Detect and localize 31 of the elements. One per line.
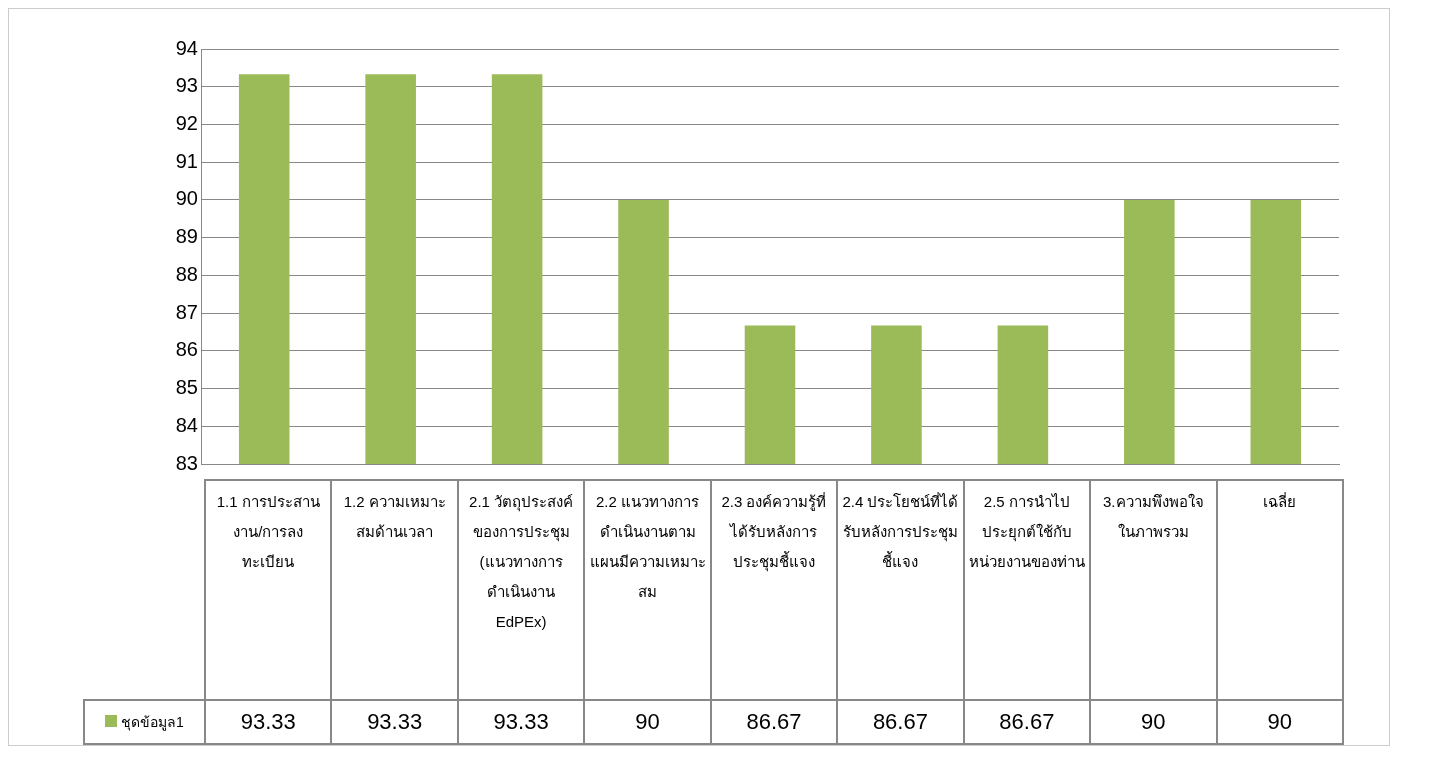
y-tick-label: 84: [175, 413, 198, 436]
x-tick-label: 2.1 วัตถุประสงค์ของการประชุม (แนวทางการดำเนินงาน EdPEx): [469, 493, 574, 630]
x-tick-label: 2.3 องค์ความรู้ที่ได้รับหลังการประชุมชี้แจง: [721, 493, 827, 570]
x-tick-label: 2.2 แนวทางการดำเนินงานตามแผนมีความเหมาะสม: [589, 493, 706, 600]
data-label: 93.33: [457, 700, 585, 744]
data-label: 86.67: [710, 700, 838, 744]
y-tick-label: 87: [175, 300, 198, 323]
x-tick-label: 1.2 ความเหมาะสมด้านเวลา: [343, 493, 446, 540]
y-tick-label: 86: [175, 338, 198, 361]
y-tick-label: 91: [175, 149, 198, 172]
data-label: 93.33: [205, 700, 332, 744]
legend-label: ชุดข้อมูล1: [121, 714, 184, 730]
y-tick-label: 89: [175, 225, 198, 248]
x-tick-label: เฉลี่ย: [1263, 493, 1297, 510]
y-tick-label: 85: [175, 376, 198, 399]
y-tick-label: 88: [175, 262, 198, 285]
data-label: 86.67: [963, 700, 1091, 744]
x-tick-label: 1.1 การประสานงาน/การลงทะเบียน: [216, 493, 320, 570]
y-tick-label: 94: [175, 36, 198, 59]
y-tick-label: 90: [175, 187, 198, 210]
y-tick-label: 83: [175, 451, 198, 474]
data-label: 93.33: [331, 700, 458, 744]
y-tick-label: 92: [175, 111, 198, 134]
data-label: 90: [1216, 700, 1343, 744]
data-label: 86.67: [837, 700, 964, 744]
x-tick-label: 2.5 การนำไปประยุกต์ใช้กับหน่วยงานของท่าน: [968, 493, 1085, 570]
data-label: 90: [584, 700, 711, 744]
x-tick-label: 3.ความพึงพอใจในภาพรวม: [1103, 493, 1204, 540]
y-tick-label: 93: [175, 74, 198, 97]
x-tick-label: 2.4 ประโยชน์ที่ได้รับหลังการประชุมชี้แจง: [842, 493, 959, 570]
data-label: 90: [1090, 700, 1217, 744]
